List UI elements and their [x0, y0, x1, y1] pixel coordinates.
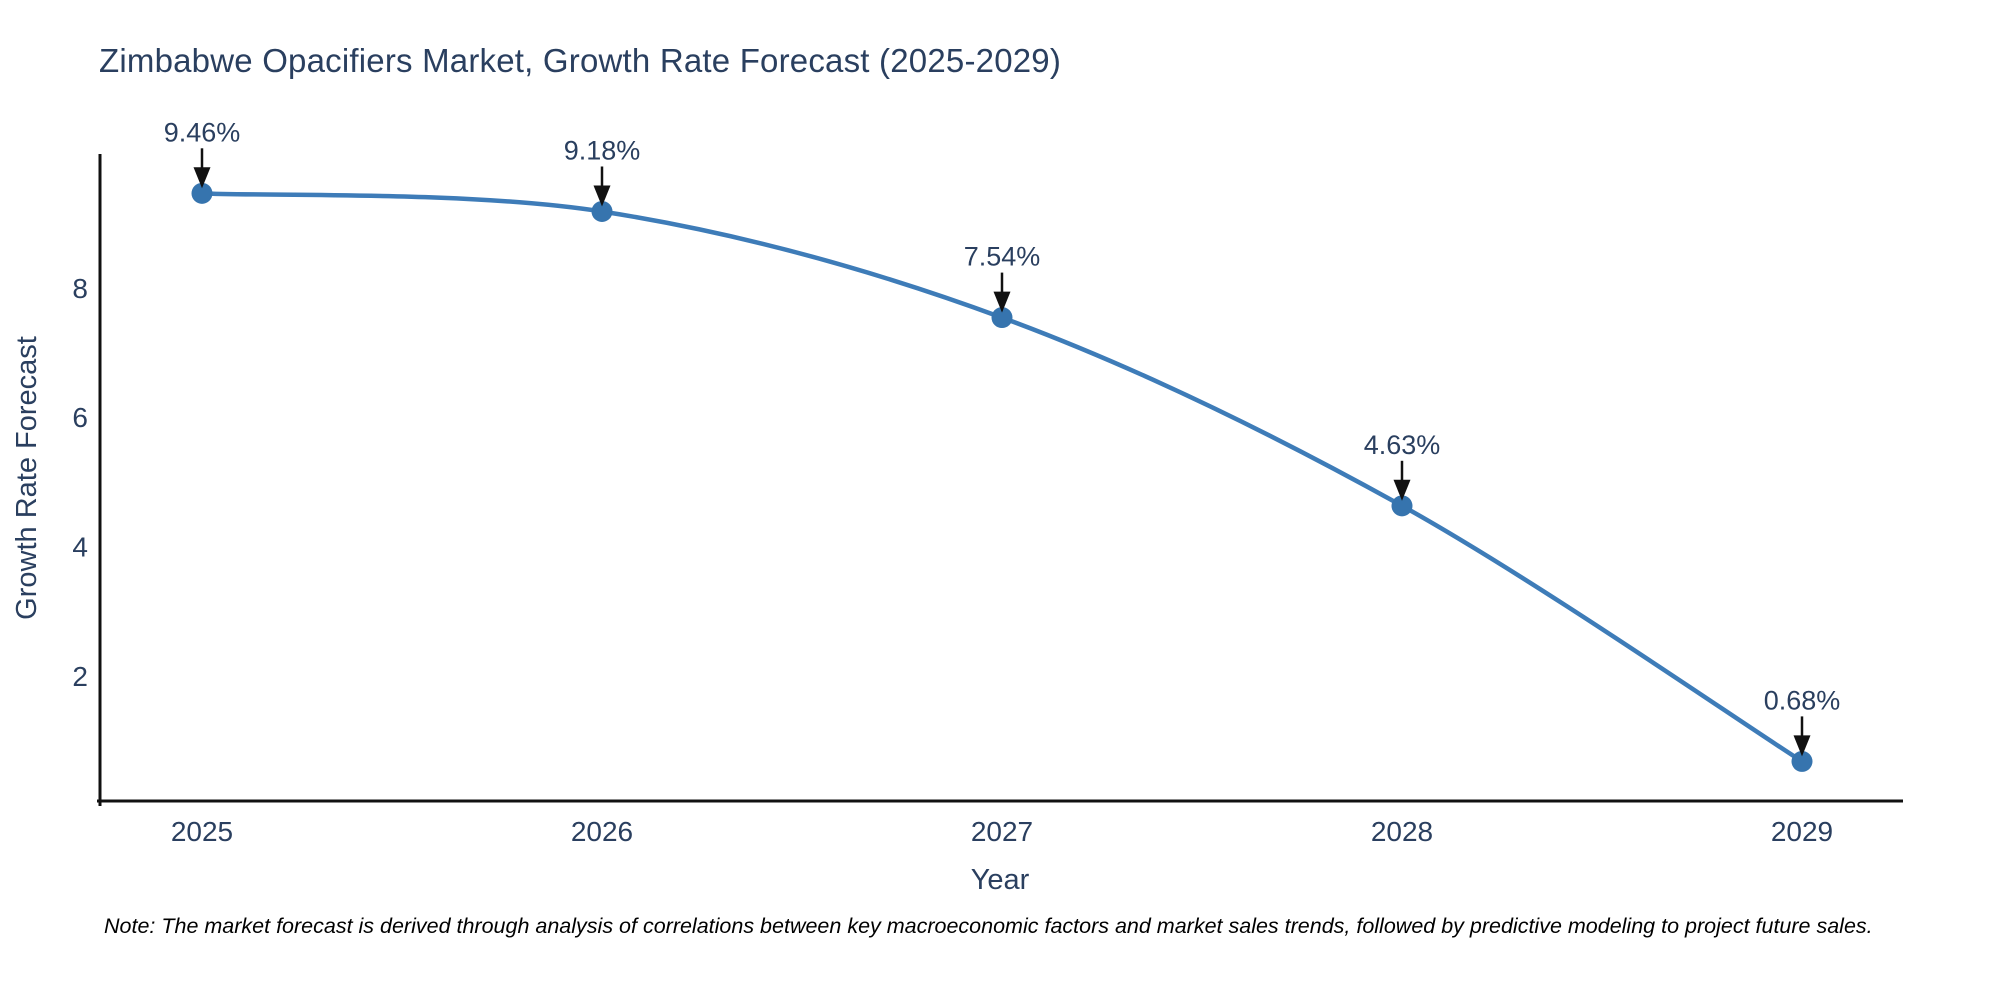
series-markers — [191, 182, 1813, 772]
footnote: Note: The market forecast is derived thr… — [104, 914, 1873, 938]
annotation-arrowhead-icon — [1393, 479, 1411, 501]
data-point-2025[interactable] — [191, 182, 213, 204]
annotation-label-2028: 4.63% — [1364, 430, 1441, 460]
y-axis-title: Growth Rate Forecast — [11, 336, 43, 620]
y-tick-label-4: 4 — [72, 532, 88, 563]
x-tick-label-2029: 2029 — [1771, 816, 1833, 847]
y-tick-label-2: 2 — [72, 661, 88, 692]
y-tick-label-8: 8 — [72, 273, 88, 304]
x-tick-label-2027: 2027 — [971, 816, 1033, 847]
x-tick-label-2028: 2028 — [1371, 816, 1433, 847]
y-tick-labels: 2 4 6 8 — [72, 273, 88, 692]
annotation-arrowhead-icon — [193, 167, 211, 189]
x-tick-label-2026: 2026 — [571, 816, 633, 847]
x-tick-labels: 2025 2026 2027 2028 2029 — [171, 816, 1833, 847]
annotation-arrowhead-icon — [1793, 735, 1811, 757]
data-point-2029[interactable] — [1791, 750, 1813, 772]
annotation-arrowhead-icon — [593, 185, 611, 207]
annotation-label-2029: 0.68% — [1764, 685, 1841, 715]
data-point-2028[interactable] — [1391, 495, 1413, 517]
annotation-label-2025: 9.46% — [164, 117, 241, 147]
point-annotations: 9.46% 9.18% 7.54% 4.63% 0.68% — [164, 117, 1841, 757]
annotation-arrowhead-icon — [993, 291, 1011, 313]
annotation-label-2027: 7.54% — [964, 242, 1041, 272]
data-point-2026[interactable] — [591, 200, 613, 222]
data-point-2027[interactable] — [991, 307, 1013, 329]
x-tick-label-2025: 2025 — [171, 816, 233, 847]
x-axis-title: Year — [971, 864, 1030, 896]
chart-title: Zimbabwe Opacifiers Market, Growth Rate … — [99, 42, 1062, 79]
annotation-label-2026: 9.18% — [564, 136, 641, 166]
y-tick-label-6: 6 — [72, 402, 88, 433]
